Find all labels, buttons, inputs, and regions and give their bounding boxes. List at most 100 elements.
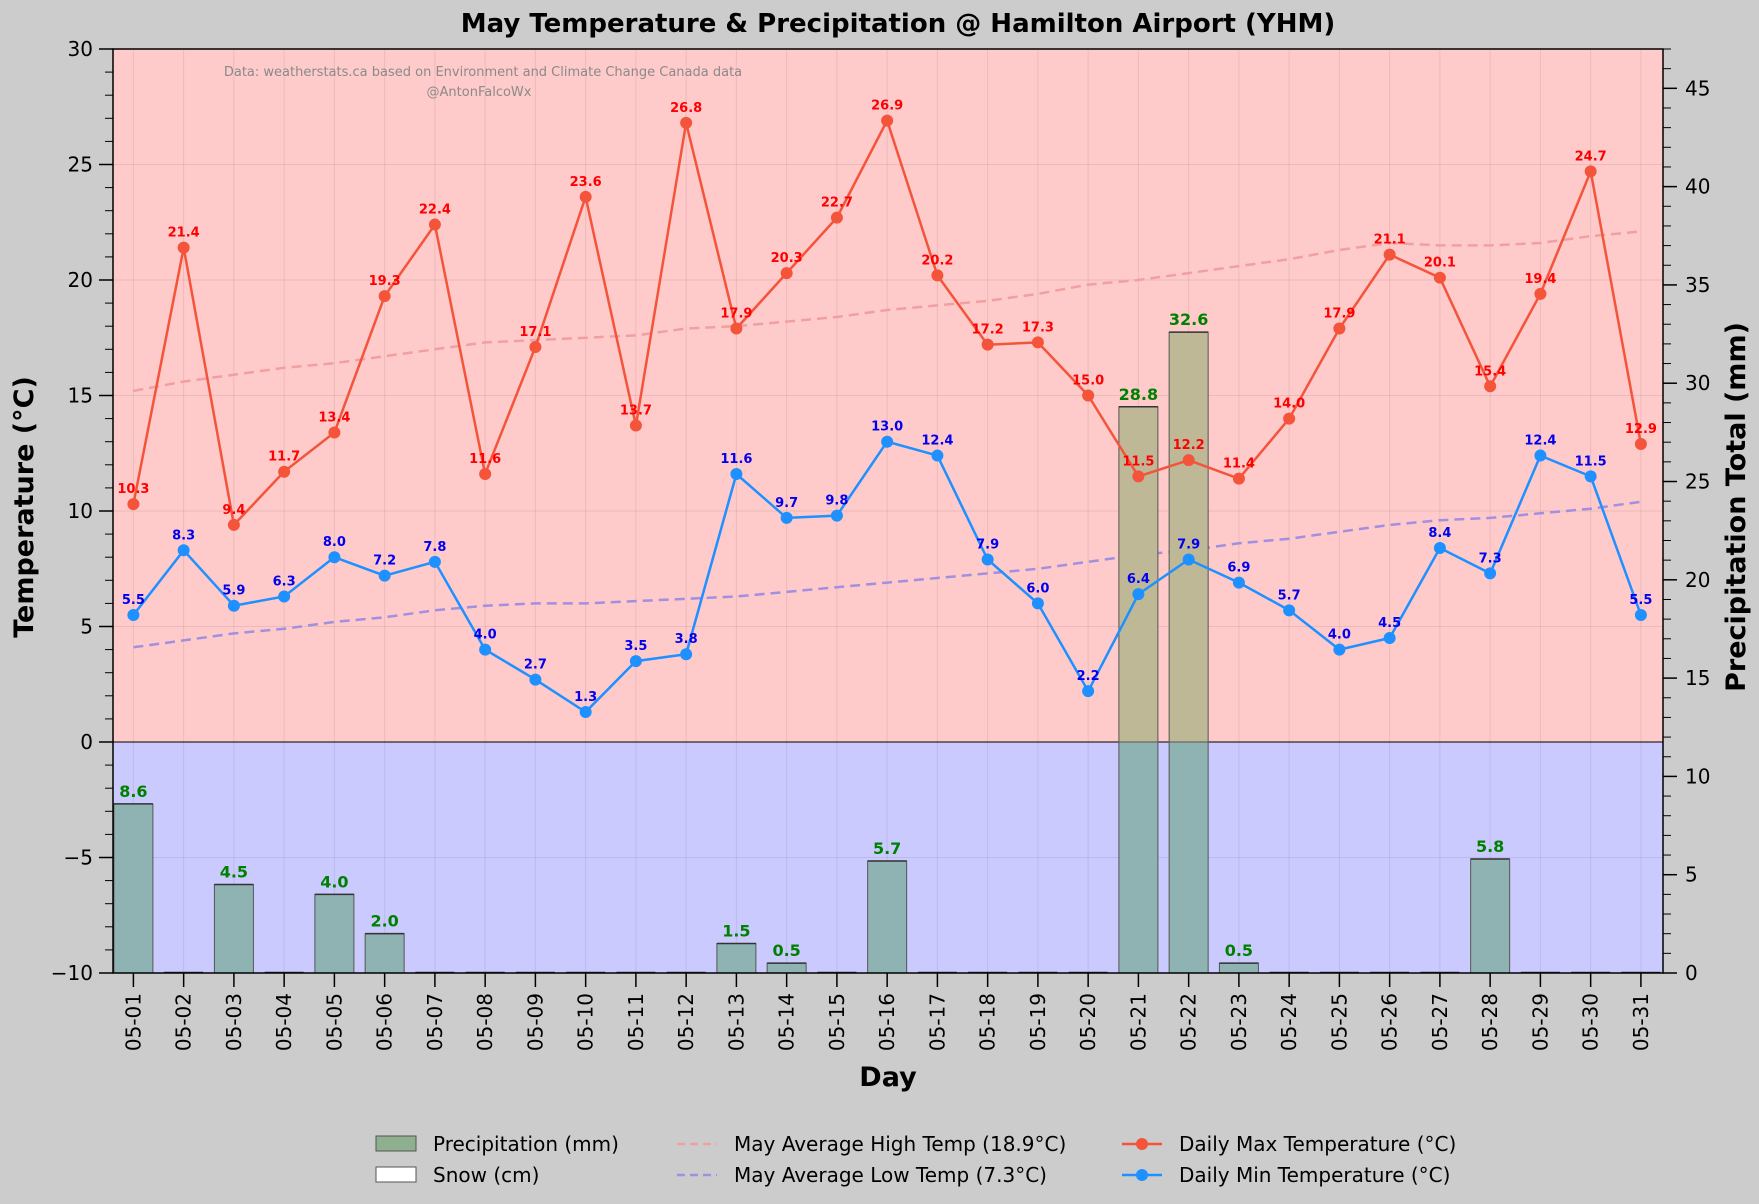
y-right-tick-label: 10 — [1685, 764, 1710, 788]
temp-value-label: 17.9 — [720, 307, 752, 322]
y-left-tick-label: −5 — [64, 846, 93, 870]
temp-point — [1383, 632, 1396, 645]
x-tick-label: 05-16 — [875, 993, 899, 1051]
precip-bar-upper — [1118, 406, 1159, 743]
precip-value-label: 4.5 — [220, 863, 248, 882]
temp-point — [1484, 380, 1497, 393]
temp-value-label: 5.7 — [1278, 588, 1301, 603]
temp-point — [629, 655, 642, 668]
temp-value-label: 4.0 — [1328, 628, 1351, 643]
temp-point — [881, 435, 894, 448]
y-left-tick-label: 20 — [68, 268, 93, 292]
temp-value-label: 5.9 — [222, 584, 245, 599]
temp-point — [1433, 271, 1446, 284]
x-tick-label: 05-15 — [825, 993, 849, 1051]
precip-bar — [867, 860, 908, 974]
x-tick-label: 05-26 — [1378, 993, 1402, 1051]
y-right-tick-label: 20 — [1685, 568, 1710, 592]
x-tick-label: 05-06 — [373, 993, 397, 1051]
temp-point — [479, 643, 492, 656]
precip-value-label: 0.5 — [1225, 941, 1253, 960]
temp-value-label: 5.5 — [122, 593, 145, 608]
temp-point — [278, 590, 291, 603]
temp-point — [881, 114, 894, 127]
y-right-tick-label: 25 — [1685, 470, 1710, 494]
temp-value-label: 21.1 — [1374, 233, 1406, 248]
temp-value-label: 17.2 — [972, 323, 1004, 338]
temp-value-label: 11.5 — [1575, 454, 1607, 469]
temp-point — [629, 419, 642, 432]
temp-point — [1484, 567, 1497, 580]
temp-point — [1584, 165, 1597, 178]
x-tick-label: 05-14 — [775, 993, 799, 1051]
precip-bar — [716, 943, 757, 974]
temp-value-label: 11.6 — [720, 452, 752, 467]
temp-point — [529, 673, 542, 686]
temp-point — [1232, 576, 1245, 589]
temp-value-label: 6.9 — [1227, 561, 1250, 576]
y-right-tick-label: 40 — [1685, 175, 1710, 199]
precip-bar — [1168, 741, 1209, 974]
x-tick-label: 05-01 — [121, 993, 145, 1051]
temp-point — [579, 705, 592, 718]
temp-point — [981, 553, 994, 566]
y-left-tick-label: 25 — [68, 153, 93, 177]
precip-bar — [1470, 858, 1511, 974]
x-tick-label: 05-31 — [1629, 993, 1653, 1051]
temp-point — [127, 498, 140, 511]
legend-marker — [1136, 1169, 1148, 1181]
precip-value-label: 2.0 — [370, 912, 398, 931]
temp-point — [680, 116, 693, 129]
legend-swatch — [375, 1166, 417, 1183]
temp-value-label: 1.3 — [574, 690, 597, 705]
x-tick-label: 05-20 — [1076, 993, 1100, 1051]
temperature-lines: 10.3 21.4 9.4 11.7 13.4 19.3 22.4 11.6 17.1 23.6 1… — [117, 99, 1657, 718]
temp-point — [1283, 412, 1296, 425]
y-axis-right-label: Precipitation Total (mm) — [1721, 322, 1752, 692]
temp-value-label: 19.4 — [1524, 272, 1556, 287]
temp-point — [428, 555, 441, 568]
x-tick-label: 05-17 — [925, 993, 949, 1051]
precip-bar — [213, 884, 254, 974]
x-tick-label: 05-29 — [1528, 993, 1552, 1051]
temp-value-label: 15.4 — [1474, 364, 1506, 379]
temp-point — [428, 218, 441, 231]
temp-point — [1182, 454, 1195, 467]
attribution-author: @AntonFalcoWx — [427, 85, 532, 100]
legend: Precipitation (mm) Snow (cm) May Average H… — [375, 1132, 1456, 1187]
x-tick-label: 05-30 — [1579, 993, 1603, 1051]
temp-value-label: 8.0 — [323, 535, 346, 550]
temp-point — [1584, 470, 1597, 483]
temp-value-label: 22.7 — [821, 196, 853, 211]
temp-point — [1534, 449, 1547, 462]
temp-point — [227, 518, 240, 531]
y-left-tick-label: −10 — [51, 961, 93, 985]
x-tick-label: 05-08 — [473, 993, 497, 1051]
temp-value-label: 11.7 — [268, 450, 300, 465]
temp-value-label: 5.5 — [1629, 593, 1652, 608]
temp-value-label: 7.2 — [373, 554, 396, 569]
x-tick-label: 05-09 — [523, 993, 547, 1051]
x-tick-label: 05-24 — [1277, 993, 1301, 1051]
precip-bar — [113, 803, 154, 974]
legend-marker — [1136, 1138, 1148, 1150]
temp-point — [1182, 553, 1195, 566]
temp-value-label: 17.3 — [1022, 320, 1054, 335]
x-tick-label: 05-05 — [322, 993, 346, 1051]
temp-point — [1333, 643, 1346, 656]
temp-value-label: 17.9 — [1323, 307, 1355, 322]
temp-value-label: 19.3 — [369, 274, 401, 289]
temp-point — [931, 269, 944, 282]
average-lines — [133, 230, 1642, 649]
y-left-tick-label: 10 — [68, 499, 93, 523]
temp-value-label: 3.5 — [624, 639, 647, 654]
y-right-tick-label: 15 — [1685, 666, 1710, 690]
y-left-tick-label: 5 — [80, 615, 93, 639]
temp-point — [177, 544, 190, 557]
temp-value-label: 7.9 — [976, 538, 999, 553]
temp-value-label: 7.3 — [1479, 551, 1502, 566]
temp-value-label: 6.4 — [1127, 572, 1150, 587]
temp-value-label: 13.7 — [620, 404, 652, 419]
precip-bar — [1218, 962, 1259, 974]
